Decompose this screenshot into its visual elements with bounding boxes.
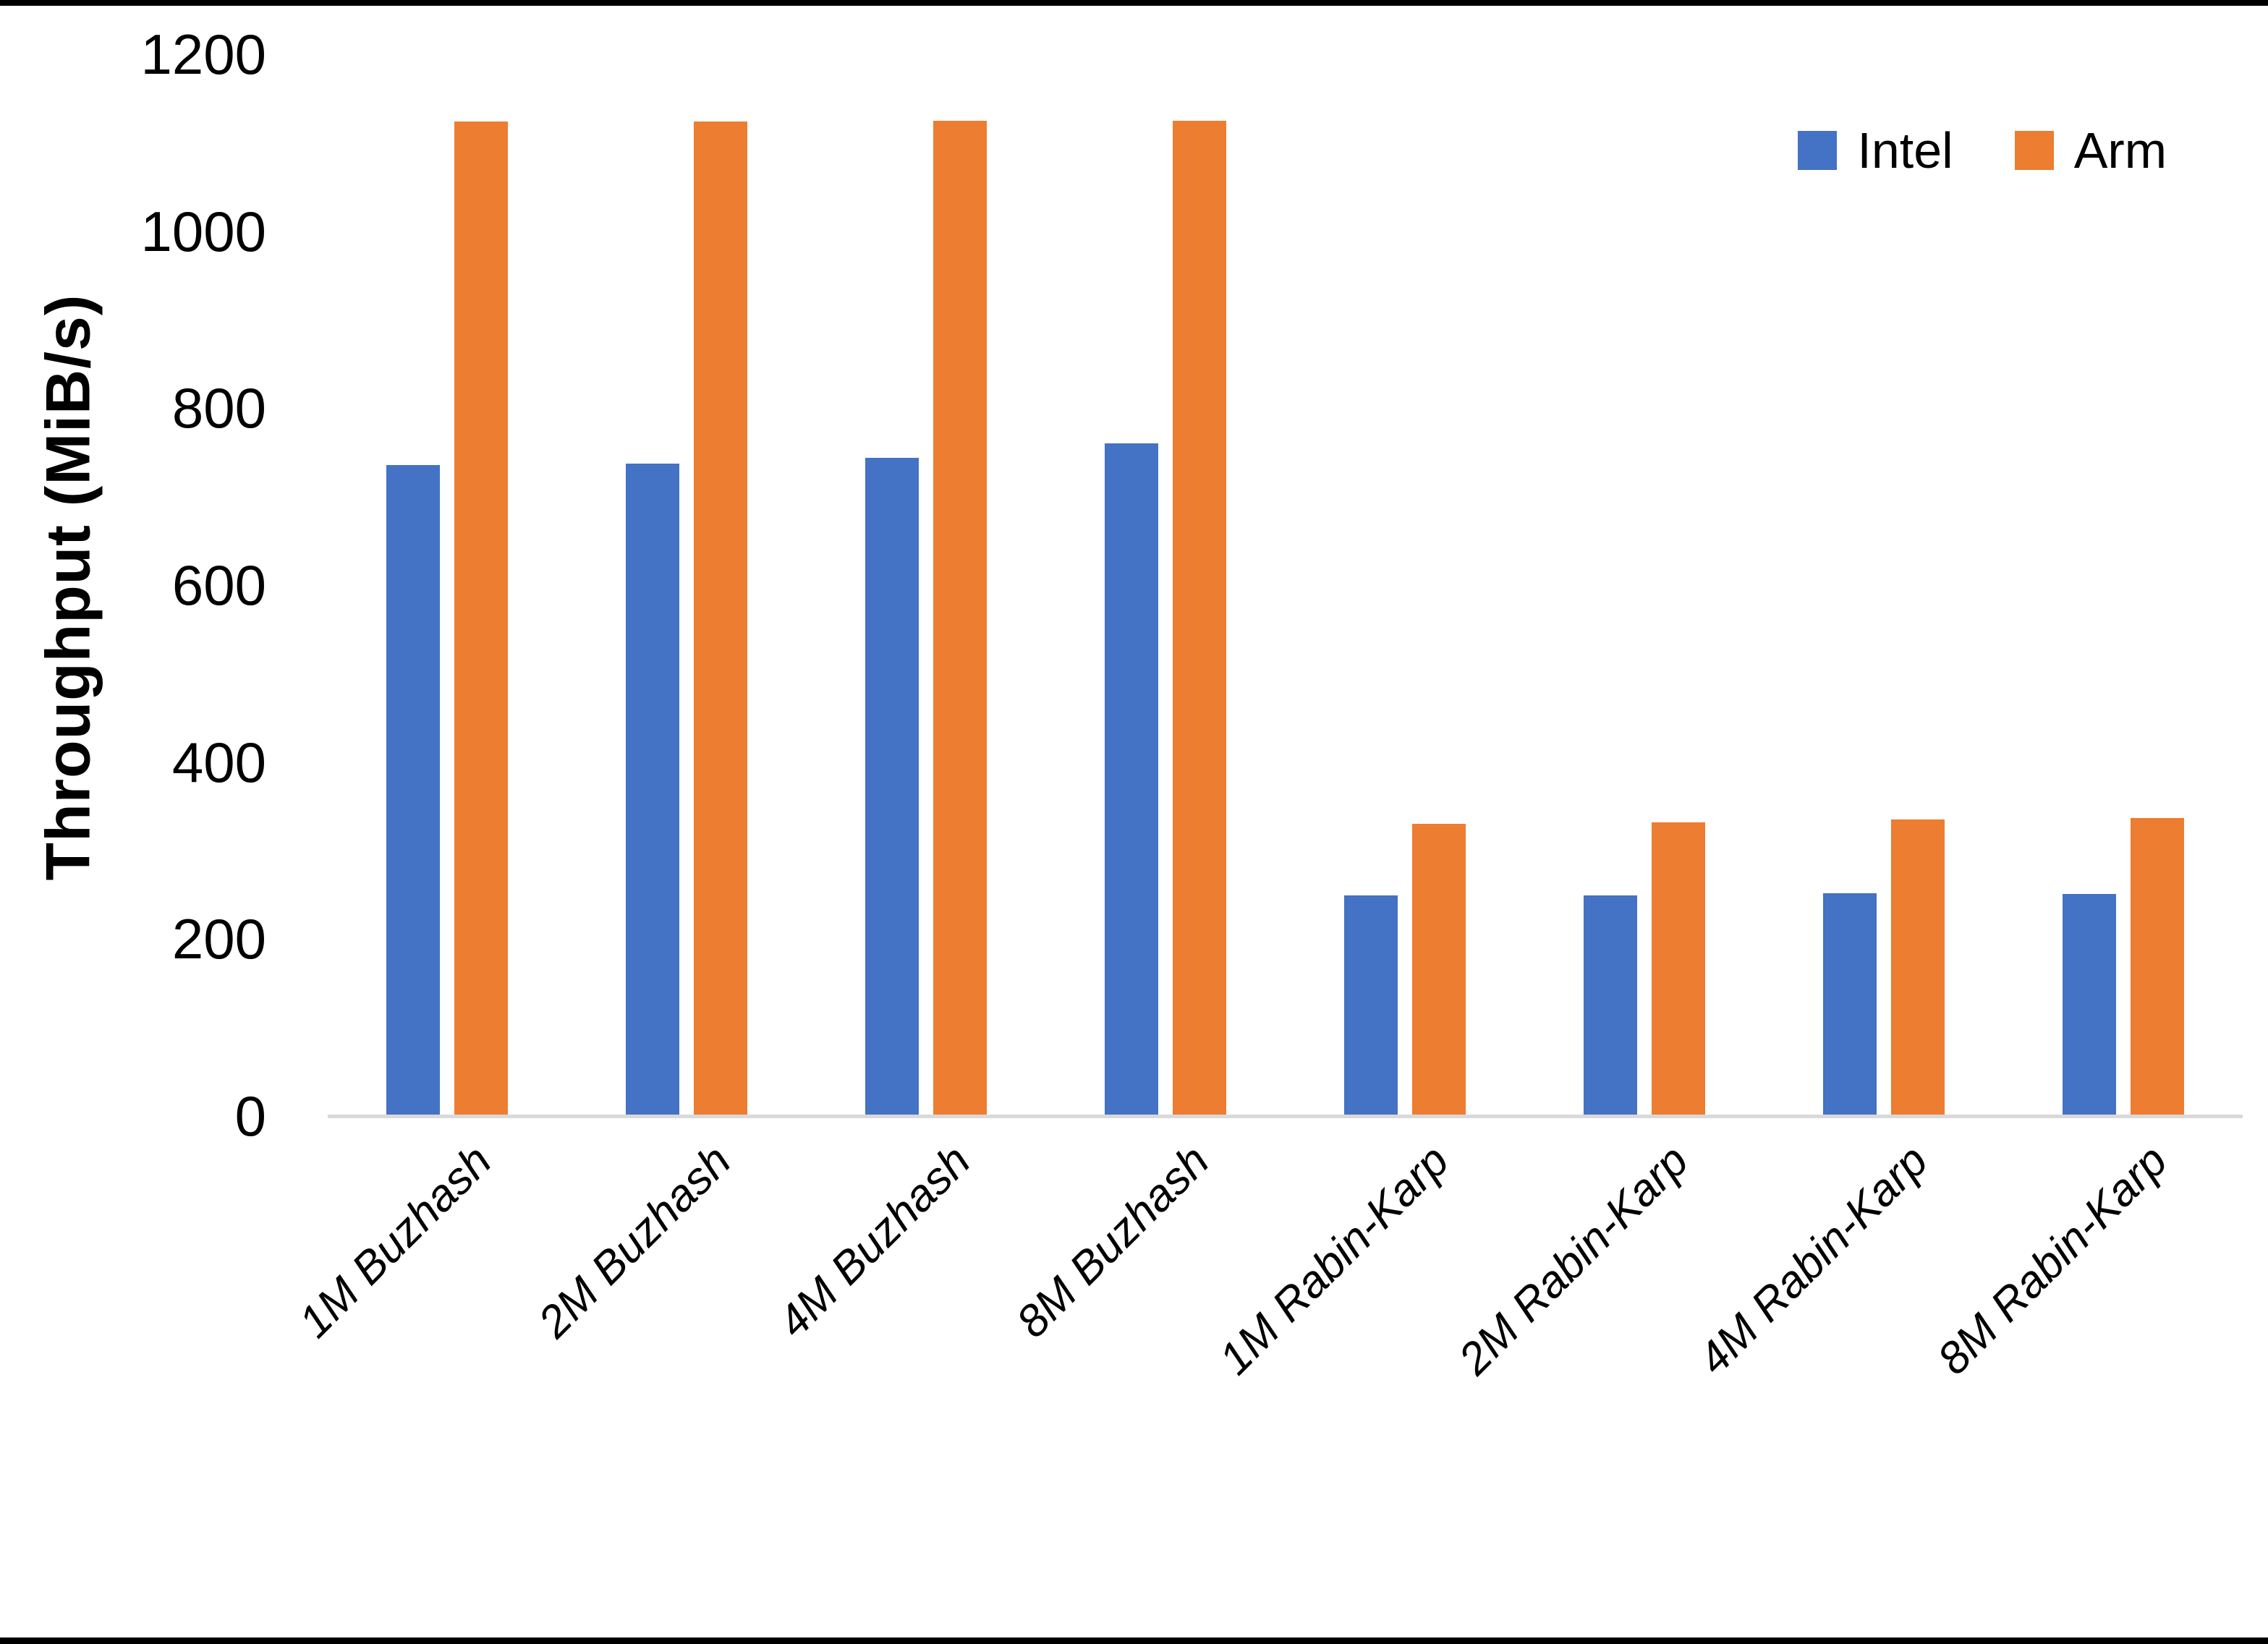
y-tick-600: 600: [171, 553, 266, 617]
bar-arm-4m-rabin-karp: [1890, 819, 1945, 1116]
legend-item-intel: Intel: [1798, 122, 1953, 179]
y-tick-1200: 1200: [140, 22, 266, 86]
bar-group-8m-buzhash: [1046, 54, 1286, 1116]
x-label-2m-rabin-karp: 2M Rabin-Karp: [1449, 1136, 1698, 1384]
bar-group-2m-buzhash: [567, 54, 807, 1116]
x-label-4m-rabin-karp: 4M Rabin-Karp: [1689, 1136, 1937, 1384]
legend-label-intel: Intel: [1857, 122, 1953, 179]
y-tick-0: 0: [234, 1084, 266, 1148]
bar-intel-2m-rabin-karp: [1583, 895, 1637, 1116]
bar-arm-2m-rabin-karp: [1651, 822, 1705, 1116]
intel-swatch-icon: [1798, 131, 1838, 170]
y-axis-tick-labels: 0 200 400 600 800 1000 1200: [0, 26, 266, 1144]
bar-intel-8m-rabin-karp: [2062, 893, 2116, 1116]
x-label-2m-buzhash: 2M Buzhash: [528, 1136, 741, 1347]
x-label-8m-buzhash: 8M Buzhash: [1007, 1136, 1220, 1347]
bar-group-4m-buzhash: [807, 54, 1046, 1116]
x-label-8m-rabin-karp: 8M Rabin-Karp: [1927, 1136, 2177, 1384]
bar-group-4m-rabin-karp: [1764, 54, 2003, 1116]
bar-intel-1m-rabin-karp: [1343, 895, 1398, 1116]
bar-intel-4m-buzhash: [865, 457, 919, 1116]
bar-group-2m-rabin-karp: [1524, 54, 1764, 1116]
y-tick-400: 400: [171, 730, 266, 794]
window-top-border: [0, 0, 2268, 6]
legend-item-arm: Arm: [2014, 122, 2167, 179]
legend-label-arm: Arm: [2073, 122, 2167, 179]
bar-group-1m-rabin-karp: [1286, 54, 1525, 1116]
y-tick-1000: 1000: [140, 199, 266, 263]
bar-group-1m-buzhash: [328, 54, 567, 1116]
bar-intel-2m-buzhash: [626, 464, 680, 1116]
plot-area: [328, 54, 2243, 1116]
y-tick-800: 800: [171, 376, 266, 440]
arm-swatch-icon: [2014, 131, 2054, 170]
x-axis-line: [328, 1115, 2243, 1118]
bar-intel-4m-rabin-karp: [1822, 893, 1877, 1116]
x-label-1m-buzhash: 1M Buzhash: [289, 1136, 501, 1347]
bar-intel-8m-buzhash: [1105, 443, 1159, 1116]
x-label-1m-rabin-karp: 1M Rabin-Karp: [1210, 1136, 1458, 1384]
bar-group-8m-rabin-karp: [2003, 54, 2243, 1116]
bar-arm-8m-buzhash: [1173, 120, 1227, 1116]
window-bottom-border: [0, 1637, 2268, 1644]
bar-arm-4m-buzhash: [933, 120, 988, 1116]
legend: Intel Arm: [1798, 122, 2167, 179]
bar-intel-1m-buzhash: [386, 464, 441, 1116]
bar-arm-1m-rabin-karp: [1411, 824, 1466, 1116]
bar-arm-2m-buzhash: [694, 121, 748, 1116]
bar-arm-8m-rabin-karp: [2130, 817, 2184, 1116]
bar-arm-1m-buzhash: [454, 121, 509, 1116]
y-tick-200: 200: [171, 907, 266, 971]
x-label-4m-buzhash: 4M Buzhash: [768, 1136, 980, 1347]
